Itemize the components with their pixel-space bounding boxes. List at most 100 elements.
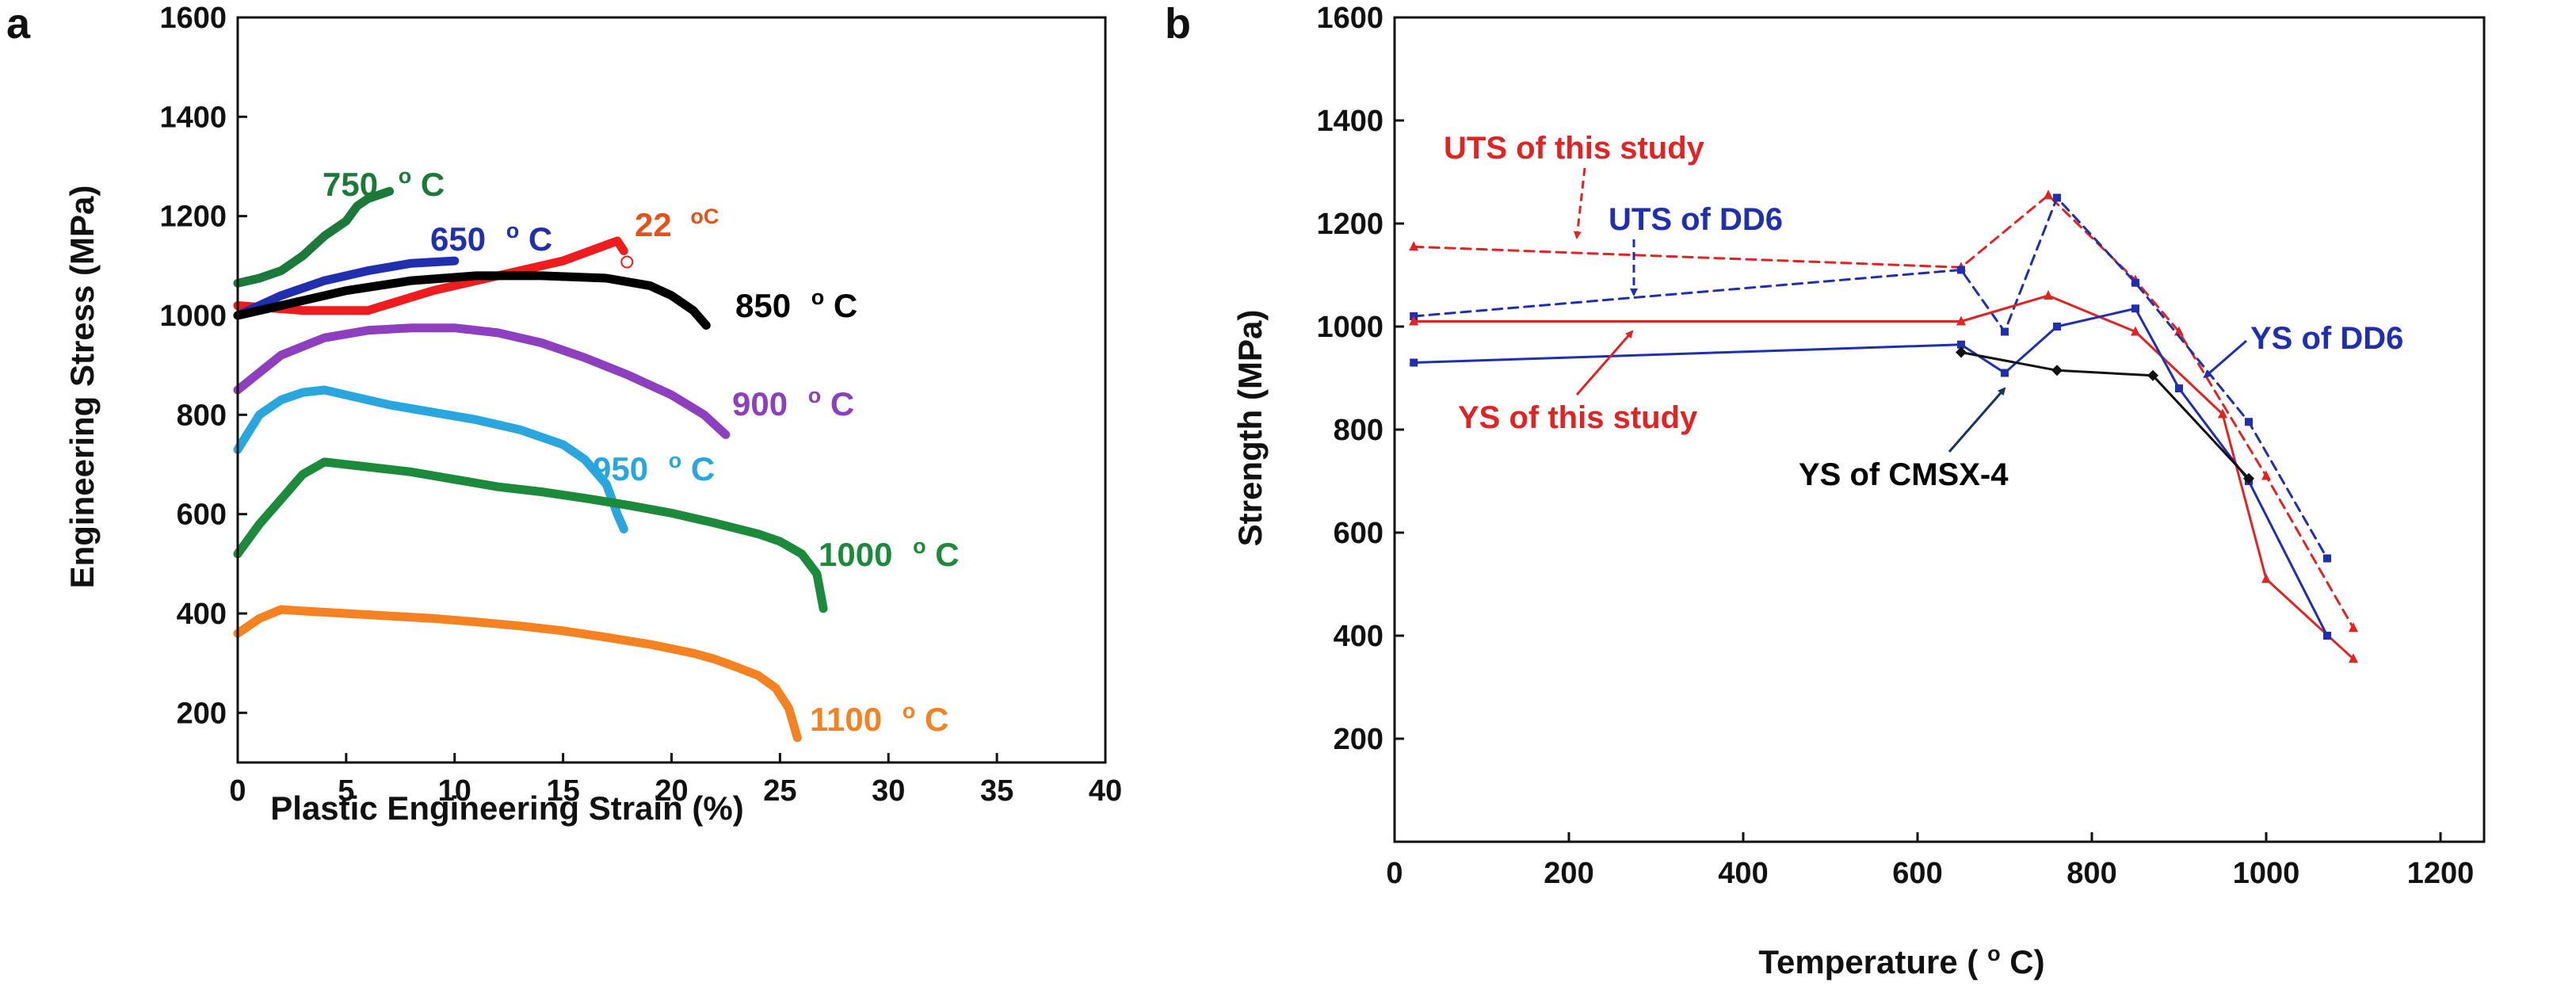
chart-b-marker-ys-of-this-study	[2131, 326, 2140, 336]
chart-b-xtick-label: 1000	[2233, 857, 2300, 890]
label-650-sup: o	[506, 219, 520, 243]
chart-a-series-750-c	[233, 186, 395, 288]
panel-label-a: a	[6, 0, 31, 48]
chart-a-xtick-label: 20	[654, 774, 688, 808]
chart-b: b 200 400 600 800 1000 1200 1400 1600 0 200 400 60…	[1165, 0, 2486, 980]
chart-b-ytick-label: 400	[1334, 620, 1383, 653]
label-1000: 1000 o C	[819, 523, 960, 573]
chart-b-marker-ys-of-dd6	[2053, 323, 2061, 331]
chart-b-frame	[1393, 16, 2486, 843]
label-950-sup: o	[669, 449, 682, 472]
label-900-unit: C	[830, 385, 854, 422]
label-22-unit: oC	[690, 204, 719, 228]
chart-a-ytick-label: 1200	[159, 201, 227, 234]
chart-b-ytick-label: 200	[1334, 723, 1383, 756]
chart-a-ytick-label: 1000	[159, 300, 227, 333]
chart-b-marker-uts-of-this-study	[2349, 622, 2358, 632]
chart-a: a 200 400 600 800 1000 1200 1400 1600 0 5 10 15 20 2…	[6, 0, 1122, 827]
chart-b-series	[1409, 189, 2358, 663]
label-1000-unit: C	[935, 536, 959, 573]
label-850-sup: o	[811, 285, 825, 309]
label-750: 750 o C	[322, 153, 445, 203]
label-950-unit: C	[691, 450, 715, 487]
chart-b-marker-uts-of-dd6	[2245, 418, 2253, 426]
chart-a-frame	[236, 16, 1107, 764]
chart-b-series-ys-of-cmsx-4	[1960, 351, 2250, 480]
ann-ys-dd6: YS of DD6	[2250, 321, 2403, 356]
ann-uts-dd6: UTS of DD6	[1609, 202, 1783, 237]
chart-a-ytick-label: 1400	[159, 101, 227, 134]
chart-a-xtick-label: 40	[1089, 774, 1122, 808]
chart-b-ytick-label: 600	[1334, 517, 1383, 550]
label-900-sup: o	[808, 384, 822, 407]
chart-a-series	[233, 186, 828, 743]
panel-label-b: b	[1165, 0, 1191, 48]
chart-b-marker-uts-of-dd6	[2053, 193, 2061, 202]
chart-b-xtick-label: 1200	[2407, 857, 2475, 890]
chart-b-marker-uts-of-this-study	[2261, 470, 2271, 480]
label-850: 850 o C	[735, 274, 857, 324]
chart-b-marker-ys-of-dd6	[1957, 340, 1965, 349]
label-1100-num: 1100	[810, 701, 882, 738]
chart-b-ytick-label: 800	[1334, 414, 1383, 447]
chart-a-series-650-c	[233, 256, 460, 320]
chart-a-xlabel: Plastic Engineering Strain (%)	[270, 789, 743, 827]
chart-b-xlabel-end: C)	[2009, 943, 2044, 980]
chart-a-ytick-label: 400	[177, 598, 227, 631]
chart-a-series-950-c	[233, 385, 628, 533]
chart-b-marker-ys-of-this-study	[2349, 653, 2358, 663]
chart-b-ytick-label: 1400	[1316, 105, 1383, 138]
chart-a-series-900-c	[233, 323, 731, 439]
chart-b-ytick-label: 1600	[1316, 2, 1383, 35]
chart-b-xtick-label: 0	[1386, 857, 1402, 890]
chart-b-xtick-label: 800	[2067, 857, 2116, 890]
chart-b-marker-ys-of-this-study	[2044, 290, 2053, 300]
label-650: 650 o C	[430, 208, 552, 258]
chart-b-marker-uts-of-this-study	[2044, 189, 2053, 200]
label-950-num: 950	[593, 450, 648, 487]
arrow-uts-this-study	[1573, 167, 1586, 239]
label-900: 900 o C	[732, 373, 854, 422]
label-850-num: 850	[735, 287, 791, 324]
chart-a-ytick-label: 200	[177, 697, 227, 730]
chart-a-ylabel: Engineering Stress (MPa)	[63, 185, 101, 589]
chart-b-marker-ys-of-dd6	[2175, 384, 2183, 392]
chart-a-series-22-c	[233, 236, 628, 315]
chart-a-xtick-label: 5	[338, 774, 354, 808]
label-22-num: 22	[635, 206, 672, 243]
label-750-num: 750	[322, 166, 378, 203]
label-22: 22 oC	[635, 204, 719, 243]
label-1100: 1100 o C	[810, 688, 948, 738]
chart-b-marker-ys-of-cmsx-4	[2243, 472, 2254, 484]
chart-b-yticks: 200 400 600 800 1000 1200 1400 1600	[1316, 2, 1404, 756]
label-950: 950 o C	[593, 438, 715, 487]
chart-b-xtick-label: 200	[1544, 857, 1593, 890]
chart-a-xtick-label: 15	[546, 774, 579, 808]
chart-b-marker-uts-of-this-study	[1409, 241, 1419, 251]
chart-a-series-850-c	[233, 271, 711, 330]
chart-b-marker-ys-of-this-study	[2218, 408, 2227, 418]
label-1000-sup: o	[913, 534, 926, 558]
chart-b-marker-ys-of-cmsx-4	[1956, 346, 1967, 358]
chart-b-marker-uts-of-dd6	[2001, 327, 2009, 336]
chart-a-series-1000-c	[233, 457, 828, 613]
label-650-unit: C	[529, 220, 552, 258]
chart-a-yticks: 200 400 600 800 1000 1200 1400 1600	[159, 2, 247, 730]
chart-b-marker-ys-of-cmsx-4	[2147, 369, 2158, 381]
label-850-unit: C	[834, 287, 857, 324]
chart-a-xtick-label: 35	[980, 774, 1013, 808]
arrow-ys-dd6	[2203, 339, 2247, 379]
chart-b-xtick-label: 400	[1718, 857, 1768, 890]
chart-b-ytick-label: 1000	[1316, 311, 1383, 344]
chart-b-xlabel: Temperature ( o C)	[1758, 931, 2044, 980]
label-1100-unit: C	[925, 701, 948, 738]
label-1100-sup: o	[903, 699, 916, 723]
chart-b-marker-ys-of-dd6	[2323, 632, 2331, 640]
chart-a-xticks: 0 5 10 15 20 25 30 35 40	[229, 753, 1122, 808]
chart-b-marker-uts-of-dd6	[1957, 266, 1965, 274]
label-750-sup: o	[399, 164, 412, 188]
chart-b-xlabel-start: Temperature (	[1758, 943, 1978, 980]
chart-a-xtick-label: 30	[872, 774, 905, 808]
chart-b-ylabel: Strength (MPa)	[1231, 310, 1269, 547]
